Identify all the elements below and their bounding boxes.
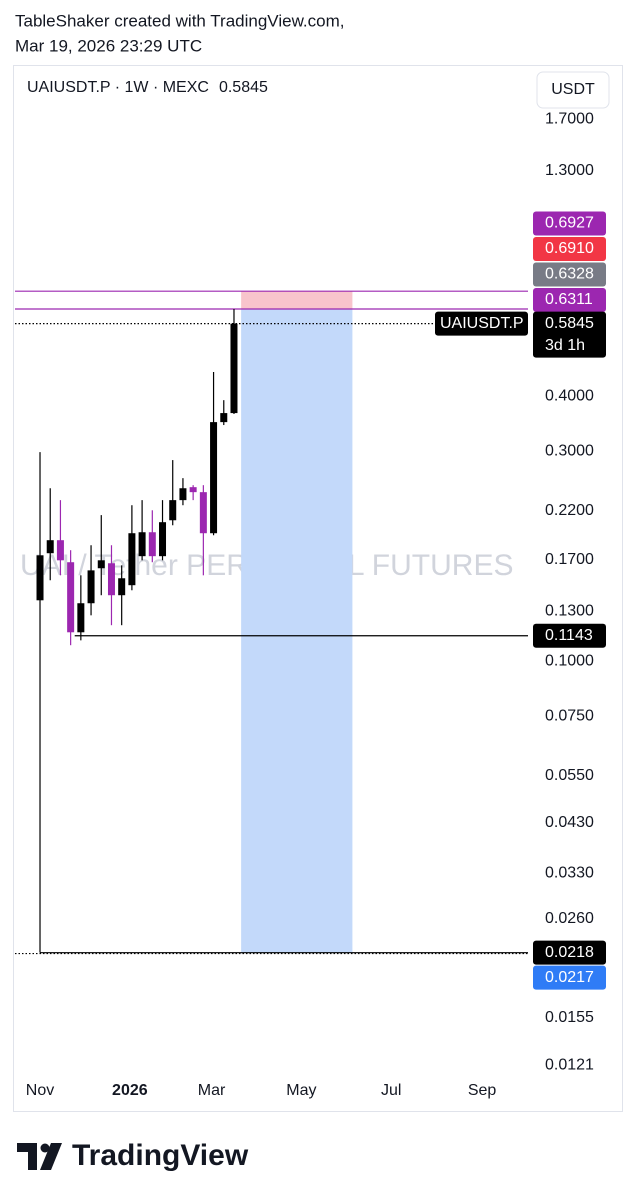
x-tick-label: Mar	[198, 1082, 226, 1099]
candle-body	[46, 540, 54, 554]
y-tick-label: 0.1000	[545, 653, 594, 670]
candle-body	[77, 603, 85, 633]
candle-body	[128, 533, 136, 586]
y-tick-label: 0.0260	[545, 910, 594, 927]
candle-body	[97, 560, 105, 569]
plot-area: UAI / Tether PERPETUAL FUTURES	[15, 290, 528, 955]
x-tick-label: Sep	[468, 1082, 497, 1099]
countdown: 3d 1h	[545, 337, 585, 354]
y-tick-label: 0.1300	[545, 602, 594, 619]
candle-body	[107, 563, 115, 596]
stop-zone	[241, 291, 353, 309]
candle-body	[67, 562, 75, 633]
symbol-label: UAIUSDT.P	[440, 315, 524, 332]
price-label: 0.6328	[545, 266, 594, 283]
price-label: 0.5845	[545, 315, 594, 332]
y-tick-label: 0.0750	[545, 708, 594, 725]
price-label-box	[533, 623, 606, 648]
price-label: 0.6311	[545, 291, 593, 308]
tradingview-logo	[17, 1143, 62, 1170]
y-tick-label: 0.3000	[545, 442, 594, 459]
y-tick-label: 0.2200	[545, 502, 594, 519]
price-label: 0.0217	[545, 969, 594, 986]
price-label-box	[533, 965, 606, 990]
y-tick-label: 0.0430	[545, 814, 594, 831]
y-tick-label: 0.4000	[545, 387, 594, 404]
price-label-box	[533, 940, 606, 965]
symbol-label-box	[435, 311, 528, 336]
legend-price: 0.5845	[219, 79, 268, 96]
candle-body	[148, 532, 156, 557]
candle-body	[159, 522, 167, 557]
y-tick-label: 0.0550	[545, 767, 594, 784]
x-tick-label: 2026	[112, 1082, 148, 1099]
candle-body	[56, 540, 64, 561]
currency-button[interactable]	[536, 71, 610, 109]
candle-body	[230, 323, 238, 414]
price-label-box	[533, 311, 606, 358]
candle-body	[87, 570, 95, 604]
x-tick-label: Nov	[26, 1082, 54, 1099]
price-label: 0.6910	[545, 240, 594, 257]
currency-label[interactable]: USDT	[551, 81, 595, 98]
price-label: 0.0218	[545, 944, 594, 961]
candle-body	[36, 555, 44, 601]
price-label: 0.1143	[545, 627, 593, 644]
candle-body	[210, 422, 218, 534]
brand-name: TradingView	[72, 1139, 249, 1172]
header-date: Mar 19, 2026 23:29 UTC	[15, 36, 202, 55]
price-label-box	[533, 287, 606, 312]
x-tick-label: May	[286, 1082, 316, 1099]
header-author: TableShaker created with TradingView.com…	[15, 11, 344, 30]
price-label-box	[533, 262, 606, 287]
candle-body	[199, 492, 207, 534]
chart-frame	[13, 65, 623, 1112]
x-tick-label: Jul	[381, 1082, 401, 1099]
candle-body	[179, 488, 187, 501]
candle-body	[220, 413, 228, 423]
y-tick-label: 0.0121	[545, 1056, 594, 1073]
price-label: 0.6927	[545, 215, 594, 232]
price-label-box	[533, 236, 606, 261]
legend-title: UAIUSDT.P · 1W · MEXC	[27, 79, 209, 96]
price-label-box	[533, 211, 606, 236]
y-tick-label: 1.3000	[545, 162, 594, 179]
candle-body	[138, 532, 146, 557]
candle-body	[169, 500, 177, 521]
y-tick-label: 0.1700	[545, 551, 594, 568]
candle-body	[118, 578, 126, 596]
y-tick-label: 0.0330	[545, 865, 594, 882]
y-tick-label: 1.7000	[545, 111, 594, 128]
candle-body	[189, 487, 197, 493]
y-tick-label: 0.0155	[545, 1009, 594, 1026]
target-zone	[241, 308, 353, 953]
